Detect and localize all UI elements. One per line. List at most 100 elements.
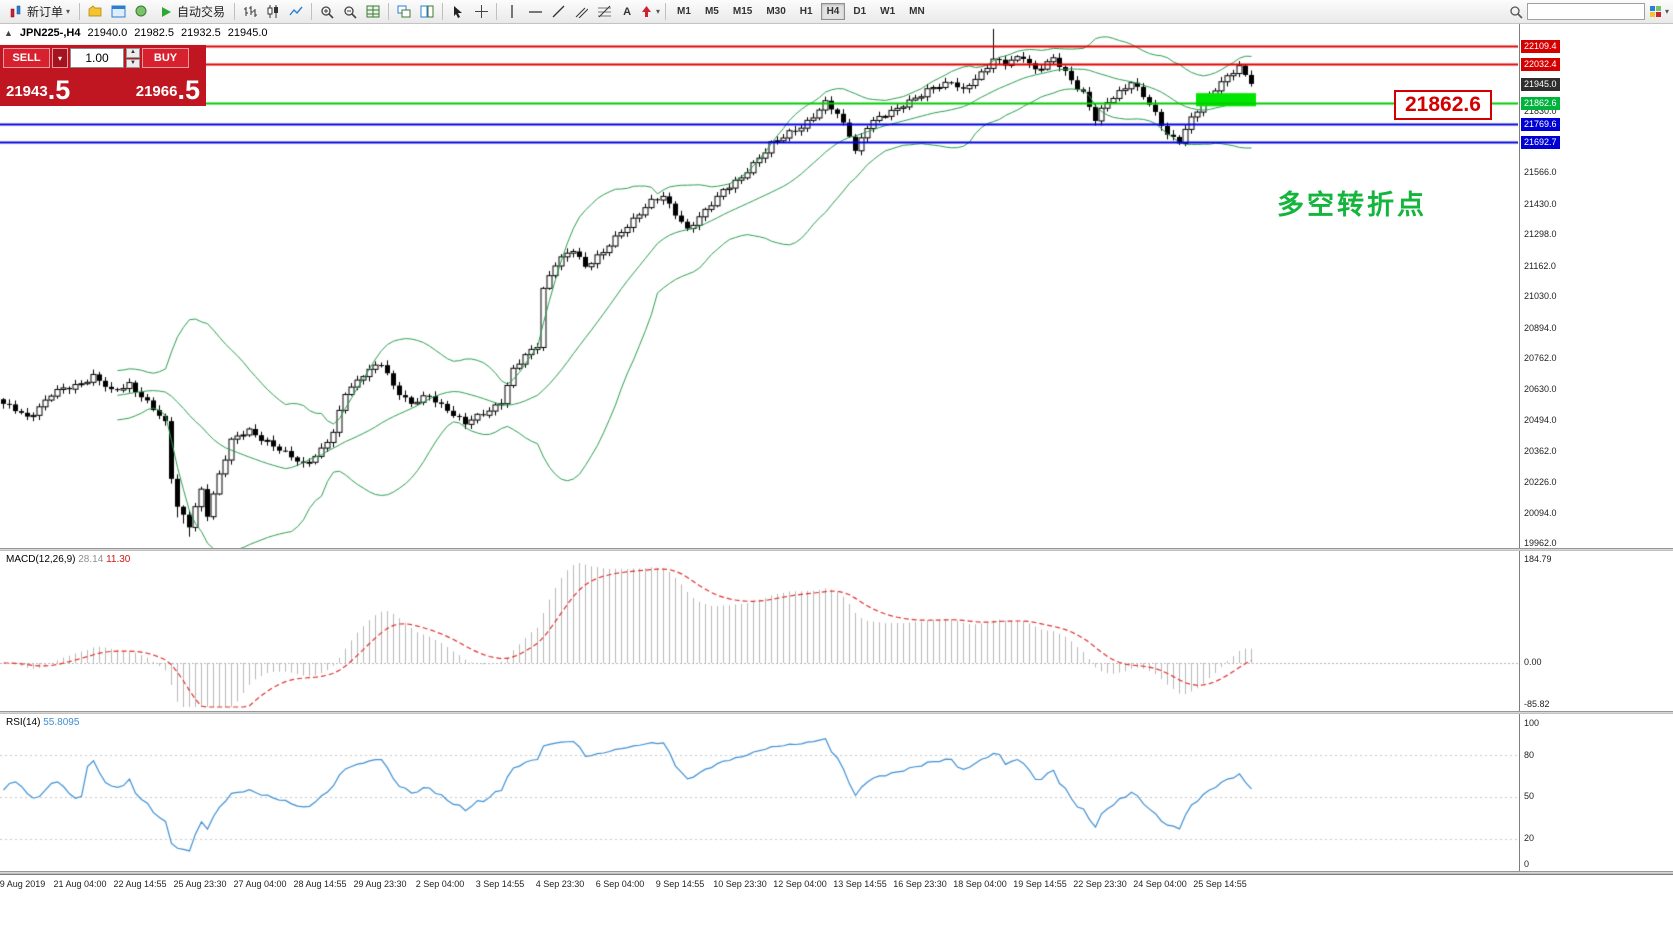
sell-price: 21943 .5 (6, 77, 70, 104)
macd-value2: 11.30 (106, 554, 131, 565)
timeframe-M15-button[interactable]: M15 (732, 6, 753, 17)
buy-price: 21966 .5 (136, 77, 200, 104)
toolbar-separator (665, 3, 667, 20)
bar-chart-button[interactable] (239, 2, 261, 22)
price-axis[interactable]: 21830.0 21566.0 21430.0 21298.0 21162.0 21030… (1519, 24, 1673, 893)
fibonacci-icon (597, 4, 611, 20)
timeframe-H1-button[interactable]: H1 (799, 6, 813, 17)
panel-separator[interactable] (0, 871, 1673, 874)
one-click-trade-panel: SELL ▾ 1.00 ▲ ▼ BUY 21943 .5 21966 .5 (0, 45, 206, 106)
price-axis-label: 21430.0 (1524, 198, 1557, 209)
vertical-line-button[interactable] (501, 2, 523, 22)
indicator-axis-label: -85.82 (1524, 699, 1550, 709)
volume-input[interactable]: 1.00 (70, 48, 124, 68)
panel-separator[interactable] (0, 548, 1673, 551)
timeframe-M5-button[interactable]: M5 (704, 6, 719, 17)
sell-button[interactable]: SELL (3, 48, 50, 68)
time-axis-label: 12 Sep 04:00 (773, 879, 827, 889)
candlestick-chart-button[interactable] (262, 2, 284, 22)
price-axis-label: 20362.0 (1524, 445, 1557, 456)
indicator-axis-label: 20 (1524, 833, 1535, 843)
volume-dropdown-button[interactable]: ▾ (52, 48, 68, 68)
channel-icon (575, 4, 588, 20)
rsi-name: RSI(14) (6, 717, 41, 728)
time-axis[interactable]: 19 Aug 2019 21 Aug 04:00 22 Aug 14:55 25 Au… (0, 874, 1673, 893)
cascade-windows-button[interactable] (416, 2, 438, 22)
text-button[interactable]: A (616, 2, 638, 22)
channel-button[interactable] (570, 2, 592, 22)
toolbar-separator (311, 3, 313, 20)
panel-separator[interactable] (0, 711, 1673, 714)
volume-up-button[interactable]: ▲ (126, 48, 140, 58)
chart-header: ▲ JPN225-,H4 21940.0 21982.5 21932.5 219… (4, 27, 268, 39)
crosshair-button[interactable] (470, 2, 492, 22)
macd-indicator-canvas[interactable] (0, 551, 1518, 711)
alerts-icon (134, 4, 149, 20)
symbol-search-input[interactable] (1527, 3, 1645, 20)
text-icon: A (623, 5, 632, 18)
timeframe-M1-button[interactable]: M1 (677, 6, 691, 17)
price-axis-label: 20762.0 (1524, 353, 1557, 364)
candlestick-chart-icon (266, 4, 280, 20)
price-axis-label: 21030.0 (1524, 291, 1557, 302)
timeframe-D1-button[interactable]: D1 (853, 6, 867, 17)
grid-button[interactable] (362, 2, 384, 22)
trendline-button[interactable] (547, 2, 569, 22)
favorites-button[interactable]: ▾ (1648, 2, 1670, 22)
main-chart-canvas[interactable] (0, 25, 1518, 548)
price-tag: 21769.6 (1521, 118, 1560, 132)
time-axis-label: 19 Sep 14:55 (1013, 879, 1067, 889)
cursor-icon (452, 4, 464, 20)
time-axis-label: 18 Sep 04:00 (953, 879, 1007, 889)
cascade-windows-icon (420, 4, 434, 20)
indicator-axis-label: 80 (1524, 750, 1535, 760)
zoom-out-icon (343, 4, 357, 20)
trade-panel-collapse-icon[interactable]: ▲ (4, 28, 13, 38)
price-axis-label: 21162.0 (1524, 260, 1556, 271)
auto-trading-button[interactable]: 自动交易 (153, 2, 230, 22)
rsi-label: RSI(14) 55.8095 (6, 717, 79, 728)
profiles-button[interactable] (84, 2, 106, 22)
timeframe-M30-button[interactable]: M30 (766, 6, 786, 17)
charts-window-icon (111, 4, 126, 20)
macd-label: MACD(12,26,9) 28.14 11.30 (6, 554, 130, 565)
toolbar-separator (79, 3, 81, 20)
volume-stepper: ▲ ▼ (126, 48, 140, 68)
turning-point-annotation[interactable]: 多空转折点 (1277, 190, 1427, 220)
price-callout-label[interactable]: 21862.6 (1394, 90, 1492, 120)
fibonacci-button[interactable] (593, 2, 615, 22)
price-tag: 21692.7 (1521, 136, 1560, 150)
ohlc-high: 21982.5 (134, 27, 174, 39)
arrows-icon (640, 4, 653, 20)
buy-button[interactable]: BUY (142, 48, 189, 68)
horizontal-line-button[interactable] (524, 2, 546, 22)
tile-windows-button[interactable] (393, 2, 415, 22)
bottom-filler (0, 893, 1673, 947)
price-axis-label: 20094.0 (1524, 507, 1557, 518)
time-axis-label: 22 Aug 14:55 (113, 879, 167, 889)
rsi-indicator-canvas[interactable] (0, 714, 1518, 871)
macd-name: MACD(12,26,9) (6, 554, 76, 565)
main-toolbar: 新订单 ▾ 自动交易 A ▾ M1 M5 M15 M30 H1 H4 (0, 0, 1673, 24)
time-axis-label: 24 Sep 04:00 (1133, 879, 1187, 889)
line-chart-button[interactable] (285, 2, 307, 22)
timeframe-MN-button[interactable]: MN (909, 6, 925, 17)
cursor-button[interactable] (447, 2, 469, 22)
timeframe-H4-button[interactable]: H4 (820, 3, 846, 20)
arrows-button[interactable]: ▾ (639, 2, 661, 22)
ohlc-close: 21945.0 (227, 27, 268, 39)
volume-down-button[interactable]: ▼ (126, 58, 140, 68)
alerts-button[interactable] (130, 2, 152, 22)
crosshair-icon (474, 4, 488, 20)
favorites-caret-icon: ▾ (1665, 7, 1670, 16)
time-axis-label: 6 Sep 04:00 (595, 879, 645, 889)
timeframe-W1-button[interactable]: W1 (880, 6, 896, 17)
new-order-button[interactable]: 新订单 ▾ (3, 2, 75, 22)
zoom-in-button[interactable] (316, 2, 338, 22)
toolbar-separator (442, 3, 444, 20)
indicator-axis-label: 0 (1524, 859, 1530, 869)
trendline-icon (552, 4, 565, 20)
auto-trading-label: 自动交易 (177, 5, 226, 19)
zoom-out-button[interactable] (339, 2, 361, 22)
charts-window-button[interactable] (107, 2, 129, 22)
